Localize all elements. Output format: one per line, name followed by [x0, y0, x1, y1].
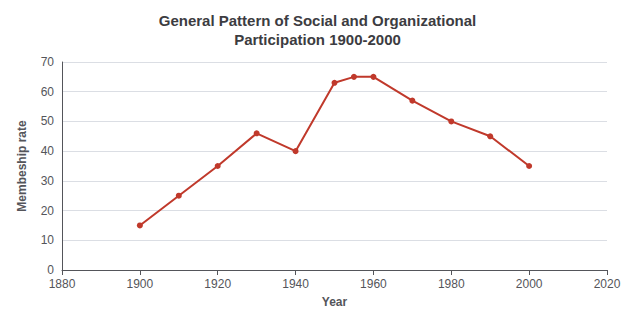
svg-text:30: 30 [41, 174, 55, 188]
svg-text:General Pattern of Social and: General Pattern of Social and Organizati… [159, 12, 477, 29]
svg-text:2020: 2020 [594, 277, 621, 291]
svg-text:50: 50 [41, 114, 55, 128]
svg-text:1940: 1940 [282, 277, 309, 291]
svg-text:Membeship rate: Membeship rate [15, 120, 29, 212]
svg-text:70: 70 [41, 55, 55, 69]
svg-text:1980: 1980 [438, 277, 465, 291]
svg-text:1880: 1880 [49, 277, 76, 291]
svg-text:2000: 2000 [516, 277, 543, 291]
svg-text:1920: 1920 [204, 277, 231, 291]
svg-text:Participation 1900-2000: Participation 1900-2000 [234, 31, 401, 48]
svg-text:1960: 1960 [360, 277, 387, 291]
svg-text:20: 20 [41, 204, 55, 218]
svg-text:Year: Year [322, 295, 348, 309]
svg-text:40: 40 [41, 144, 55, 158]
svg-text:1900: 1900 [127, 277, 154, 291]
svg-text:10: 10 [41, 233, 55, 247]
svg-text:0: 0 [47, 263, 54, 277]
svg-text:60: 60 [41, 85, 55, 99]
